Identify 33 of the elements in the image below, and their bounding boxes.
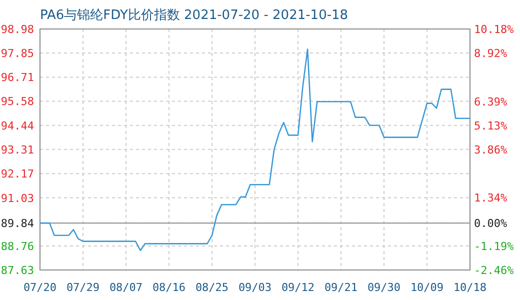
x-tick-label: 09/30: [367, 281, 401, 294]
y-tick-label: 98.98: [0, 23, 34, 36]
chart-title: PA6与锦纶FDY比价指数 2021-07-20 - 2021-10-18: [40, 8, 348, 23]
y-tick-label: 87.63: [0, 264, 34, 277]
y-tick-label: 88.76: [0, 240, 34, 254]
y-tick-label: 97.85: [0, 46, 34, 60]
x-tick-label: 08/07: [109, 281, 143, 294]
y-tick-label: 94.44: [0, 119, 34, 132]
x-tick-label: 09/12: [281, 281, 315, 294]
y-tick-label: 89.84: [0, 217, 34, 230]
y-tick-label: 92.17: [0, 168, 34, 181]
x-tick-label: 09/21: [324, 281, 358, 294]
x-tick-label: 07/20: [23, 281, 57, 294]
x-tick-label: 09/03: [238, 281, 272, 294]
y-tick-label: 96.71: [0, 71, 34, 84]
x-tick-label: 08/25: [195, 281, 229, 294]
x-tick-label: 07/29: [66, 281, 100, 294]
y-tick-label: 93.31: [0, 143, 34, 156]
y2-tick-label: 8.92%: [474, 47, 508, 60]
x-tick-label: 10/18: [453, 281, 487, 294]
y2-tick-label: -1.19%: [474, 240, 514, 253]
y2-tick-label: 5.13%: [474, 119, 508, 132]
x-tick-label: 10/09: [410, 281, 444, 294]
y2-tick-label: 1.34%: [474, 192, 508, 205]
y2-tick-label: 6.39%: [474, 95, 508, 108]
y2-tick-label: -2.46%: [474, 264, 514, 277]
y2-tick-label: 10.18%: [474, 23, 514, 36]
y-tick-label: 91.03: [0, 192, 34, 205]
y2-tick-label: 3.86%: [474, 144, 508, 156]
y2-tick-label: 0.00%: [474, 217, 508, 230]
y-tick-label: 95.58: [0, 95, 34, 108]
line-series: [39, 48, 471, 252]
x-tick-label: 08/16: [152, 281, 186, 294]
